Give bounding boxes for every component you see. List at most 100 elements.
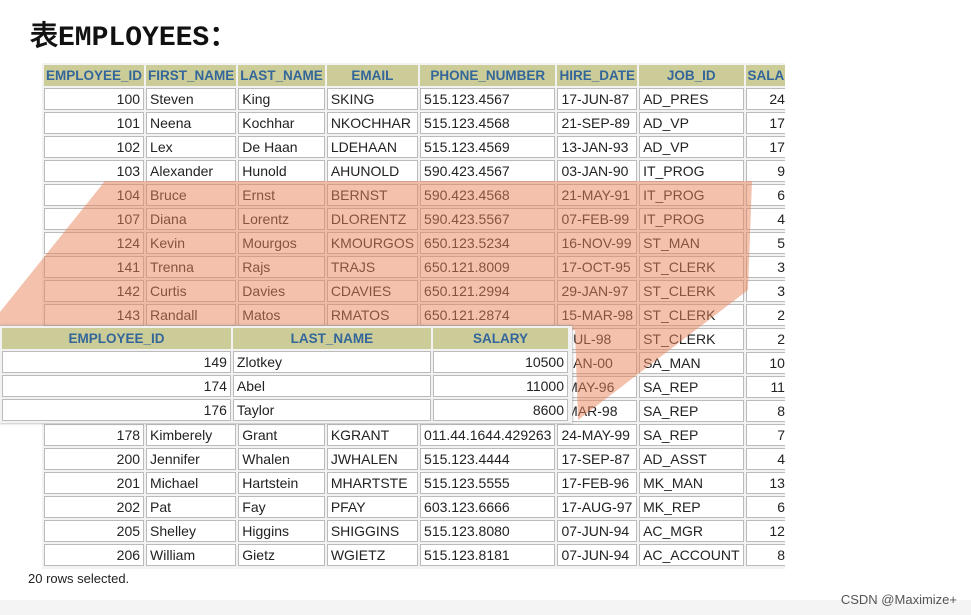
table-cell: 03-JAN-90 bbox=[557, 160, 638, 182]
table-cell: 603.123.6666 bbox=[420, 496, 556, 518]
table-cell: William bbox=[146, 544, 237, 566]
table-cell: SA_REP bbox=[639, 400, 744, 422]
table-row: 205 Shelley Higgins SHIGGINS 515.123.8080 07-… bbox=[44, 520, 785, 542]
table-cell: 205 bbox=[44, 520, 145, 542]
table-cell: Jennifer bbox=[146, 448, 237, 470]
table-cell: 17-OCT-95 bbox=[557, 256, 638, 278]
table-cell: 420 bbox=[745, 208, 785, 230]
table-cell: 860 bbox=[745, 400, 785, 422]
table-cell: KMOURGOS bbox=[326, 232, 419, 254]
table-cell: Trenna bbox=[146, 256, 237, 278]
table-cell: ST_CLERK bbox=[639, 304, 744, 326]
table-cell: 011.44.1644.429263 bbox=[420, 424, 556, 446]
table-cell: AC_ACCOUNT bbox=[639, 544, 744, 566]
table-cell: 174 bbox=[2, 375, 231, 397]
column-header: PHONE_NUMBER bbox=[420, 65, 556, 86]
table-cell: 900 bbox=[745, 160, 785, 182]
table-cell: MHARTSTE bbox=[326, 472, 419, 494]
table-cell: Kimberely bbox=[146, 424, 237, 446]
table-cell: IT_PROG bbox=[639, 208, 744, 230]
table-cell: 141 bbox=[44, 256, 145, 278]
table-cell: ST_CLERK bbox=[639, 256, 744, 278]
table-cell: SKING bbox=[326, 88, 419, 110]
table-cell: 124 bbox=[44, 232, 145, 254]
table-row: 102 Lex De Haan LDEHAAN 515.123.4569 13-JAN-9… bbox=[44, 136, 785, 158]
table-row: 176 Taylor 8600 bbox=[2, 399, 568, 421]
column-header: FIRST_NAME bbox=[146, 65, 237, 86]
result-table: EMPLOYEE_ID LAST_NAME SALARY 149 Zlotkey 105… bbox=[0, 326, 570, 423]
table-row: 200 Jennifer Whalen JWHALEN 515.123.4444 17-S… bbox=[44, 448, 785, 470]
table-cell: 104 bbox=[44, 184, 145, 206]
table-cell: 590.423.5567 bbox=[420, 208, 556, 230]
employees-table: EMPLOYEE_ID FIRST_NAME LAST_NAME EMAIL PHONE… bbox=[42, 63, 785, 568]
table-cell: KGRANT bbox=[326, 424, 419, 446]
table-cell: Michael bbox=[146, 472, 237, 494]
table-cell: 350 bbox=[745, 256, 785, 278]
table-cell: 101 bbox=[44, 112, 145, 134]
table-cell: 2400 bbox=[745, 88, 785, 110]
table-cell: Fay bbox=[238, 496, 325, 518]
table-cell: 260 bbox=[745, 304, 785, 326]
table-row: 104 Bruce Ernst BERNST 590.423.4568 21-MAY-91… bbox=[44, 184, 785, 206]
column-header: EMAIL bbox=[326, 65, 419, 86]
column-header: SALARY bbox=[432, 328, 568, 349]
table-cell: 202 bbox=[44, 496, 145, 518]
table-cell: ST_CLERK bbox=[639, 328, 744, 350]
table-cell: Davies bbox=[238, 280, 325, 302]
table-cell: Neena bbox=[146, 112, 237, 134]
table-cell: AD_VP bbox=[639, 112, 744, 134]
table-cell: SA_REP bbox=[639, 376, 744, 398]
table-cell: 11000 bbox=[432, 375, 568, 397]
table-cell: 103 bbox=[44, 160, 145, 182]
table-cell: IT_PROG bbox=[639, 184, 744, 206]
table-cell: 201 bbox=[44, 472, 145, 494]
table-cell: PFAY bbox=[326, 496, 419, 518]
rows-selected-status: 20 rows selected. bbox=[28, 571, 130, 586]
table-cell: Gietz bbox=[238, 544, 325, 566]
table-cell: 600 bbox=[745, 496, 785, 518]
table-cell: 650.121.8009 bbox=[420, 256, 556, 278]
table-cell: AD_PRES bbox=[639, 88, 744, 110]
column-header: EMPLOYEE_ID bbox=[44, 65, 145, 86]
table-cell: SA_MAN bbox=[639, 352, 744, 374]
table-cell: 10500 bbox=[432, 351, 568, 373]
table-cell: 17-JUN-87 bbox=[557, 88, 638, 110]
table-cell: Mourgos bbox=[238, 232, 325, 254]
table-row: 107 Diana Lorentz DLORENTZ 590.423.5567 07-FE… bbox=[44, 208, 785, 230]
table-cell: 515.123.8080 bbox=[420, 520, 556, 542]
table-cell: SHIGGINS bbox=[326, 520, 419, 542]
column-header: SALARY bbox=[745, 65, 785, 86]
table-cell: Rajs bbox=[238, 256, 325, 278]
table-cell: BERNST bbox=[326, 184, 419, 206]
watermark: CSDN @Maximize+ bbox=[840, 592, 957, 607]
column-header: JOB_ID bbox=[639, 65, 744, 86]
table-cell: Ernst bbox=[238, 184, 325, 206]
table-cell: 143 bbox=[44, 304, 145, 326]
column-header: HIRE_DATE bbox=[557, 65, 638, 86]
table-cell: ST_CLERK bbox=[639, 280, 744, 302]
table-row: 174 Abel 11000 bbox=[2, 375, 568, 397]
table-row: 149 Zlotkey 10500 bbox=[2, 351, 568, 373]
table-cell: 250 bbox=[745, 328, 785, 350]
table-cell: NKOCHHAR bbox=[326, 112, 419, 134]
table-cell: 515.123.5555 bbox=[420, 472, 556, 494]
table-cell: 650.121.2874 bbox=[420, 304, 556, 326]
table-cell: 1200 bbox=[745, 520, 785, 542]
table-cell: 176 bbox=[2, 399, 231, 421]
table-cell: 1700 bbox=[745, 112, 785, 134]
table-cell: JWHALEN bbox=[326, 448, 419, 470]
table-cell: Hartstein bbox=[238, 472, 325, 494]
table-cell: 1700 bbox=[745, 136, 785, 158]
table-cell: Curtis bbox=[146, 280, 237, 302]
table-cell: 17-SEP-87 bbox=[557, 448, 638, 470]
table-cell: 830 bbox=[745, 544, 785, 566]
result-table-popup: EMPLOYEE_ID LAST_NAME SALARY 149 Zlotkey 105… bbox=[0, 326, 572, 423]
table-cell: 178 bbox=[44, 424, 145, 446]
table-cell: Randall bbox=[146, 304, 237, 326]
table-header-row: EMPLOYEE_ID LAST_NAME SALARY bbox=[2, 328, 568, 349]
table-cell: 700 bbox=[745, 424, 785, 446]
table-cell: 200 bbox=[44, 448, 145, 470]
table-row: 142 Curtis Davies CDAVIES 650.121.2994 29-JAN… bbox=[44, 280, 785, 302]
table-cell: Lorentz bbox=[238, 208, 325, 230]
table-row: 103 Alexander Hunold AHUNOLD 590.423.4567 03-… bbox=[44, 160, 785, 182]
